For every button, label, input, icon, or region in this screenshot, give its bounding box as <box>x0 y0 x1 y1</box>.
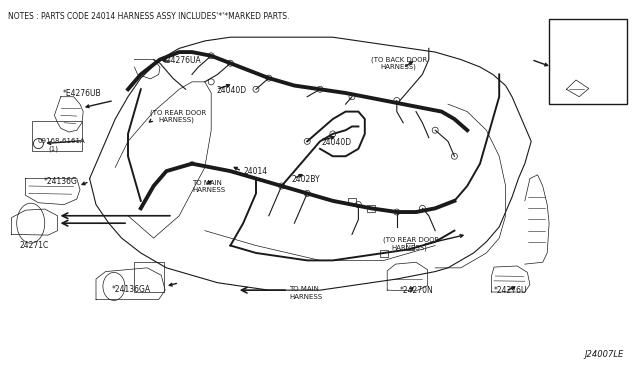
Text: 24276UC: 24276UC <box>564 33 599 42</box>
Text: TO MAIN: TO MAIN <box>192 180 222 186</box>
Text: 2402BY: 2402BY <box>291 175 320 184</box>
Text: HARNESS: HARNESS <box>289 294 323 300</box>
Text: (TO REAR DOOR: (TO REAR DOOR <box>150 109 207 116</box>
Text: 24040D: 24040D <box>216 86 246 94</box>
Text: *24276U: *24276U <box>494 286 527 295</box>
Text: 24014: 24014 <box>243 167 268 176</box>
Text: 24271C: 24271C <box>19 241 49 250</box>
Text: 24040D: 24040D <box>321 138 351 147</box>
Bar <box>549 19 627 104</box>
Bar <box>348 198 356 205</box>
Text: (TO BACK DOOR: (TO BACK DOOR <box>371 56 428 63</box>
Text: HARNESS): HARNESS) <box>159 116 195 123</box>
Text: HARNESS: HARNESS <box>192 187 225 193</box>
Text: J24007LE: J24007LE <box>585 350 624 359</box>
Text: *24136GA: *24136GA <box>112 285 151 294</box>
Text: HARNESS): HARNESS) <box>392 244 428 251</box>
Bar <box>32 121 82 151</box>
Text: (TO REAR DOOR: (TO REAR DOOR <box>383 237 439 243</box>
Text: (1): (1) <box>48 145 58 152</box>
Text: *24276UA: *24276UA <box>163 56 202 65</box>
Text: HARNESS): HARNESS) <box>381 64 417 70</box>
Text: *E4276UB: *E4276UB <box>63 89 101 98</box>
Text: TO MAIN: TO MAIN <box>289 286 319 292</box>
Text: *24136G: *24136G <box>44 177 77 186</box>
Bar <box>406 243 413 250</box>
Text: 09168-6161A: 09168-6161A <box>37 138 85 144</box>
Bar <box>367 205 375 212</box>
Text: *24270N: *24270N <box>400 286 434 295</box>
Bar <box>134 262 164 292</box>
Text: NOTES : PARTS CODE 24014 HARNESS ASSY INCLUDES'*'*MARKED PARTS.: NOTES : PARTS CODE 24014 HARNESS ASSY IN… <box>8 12 289 21</box>
Bar <box>380 250 388 257</box>
